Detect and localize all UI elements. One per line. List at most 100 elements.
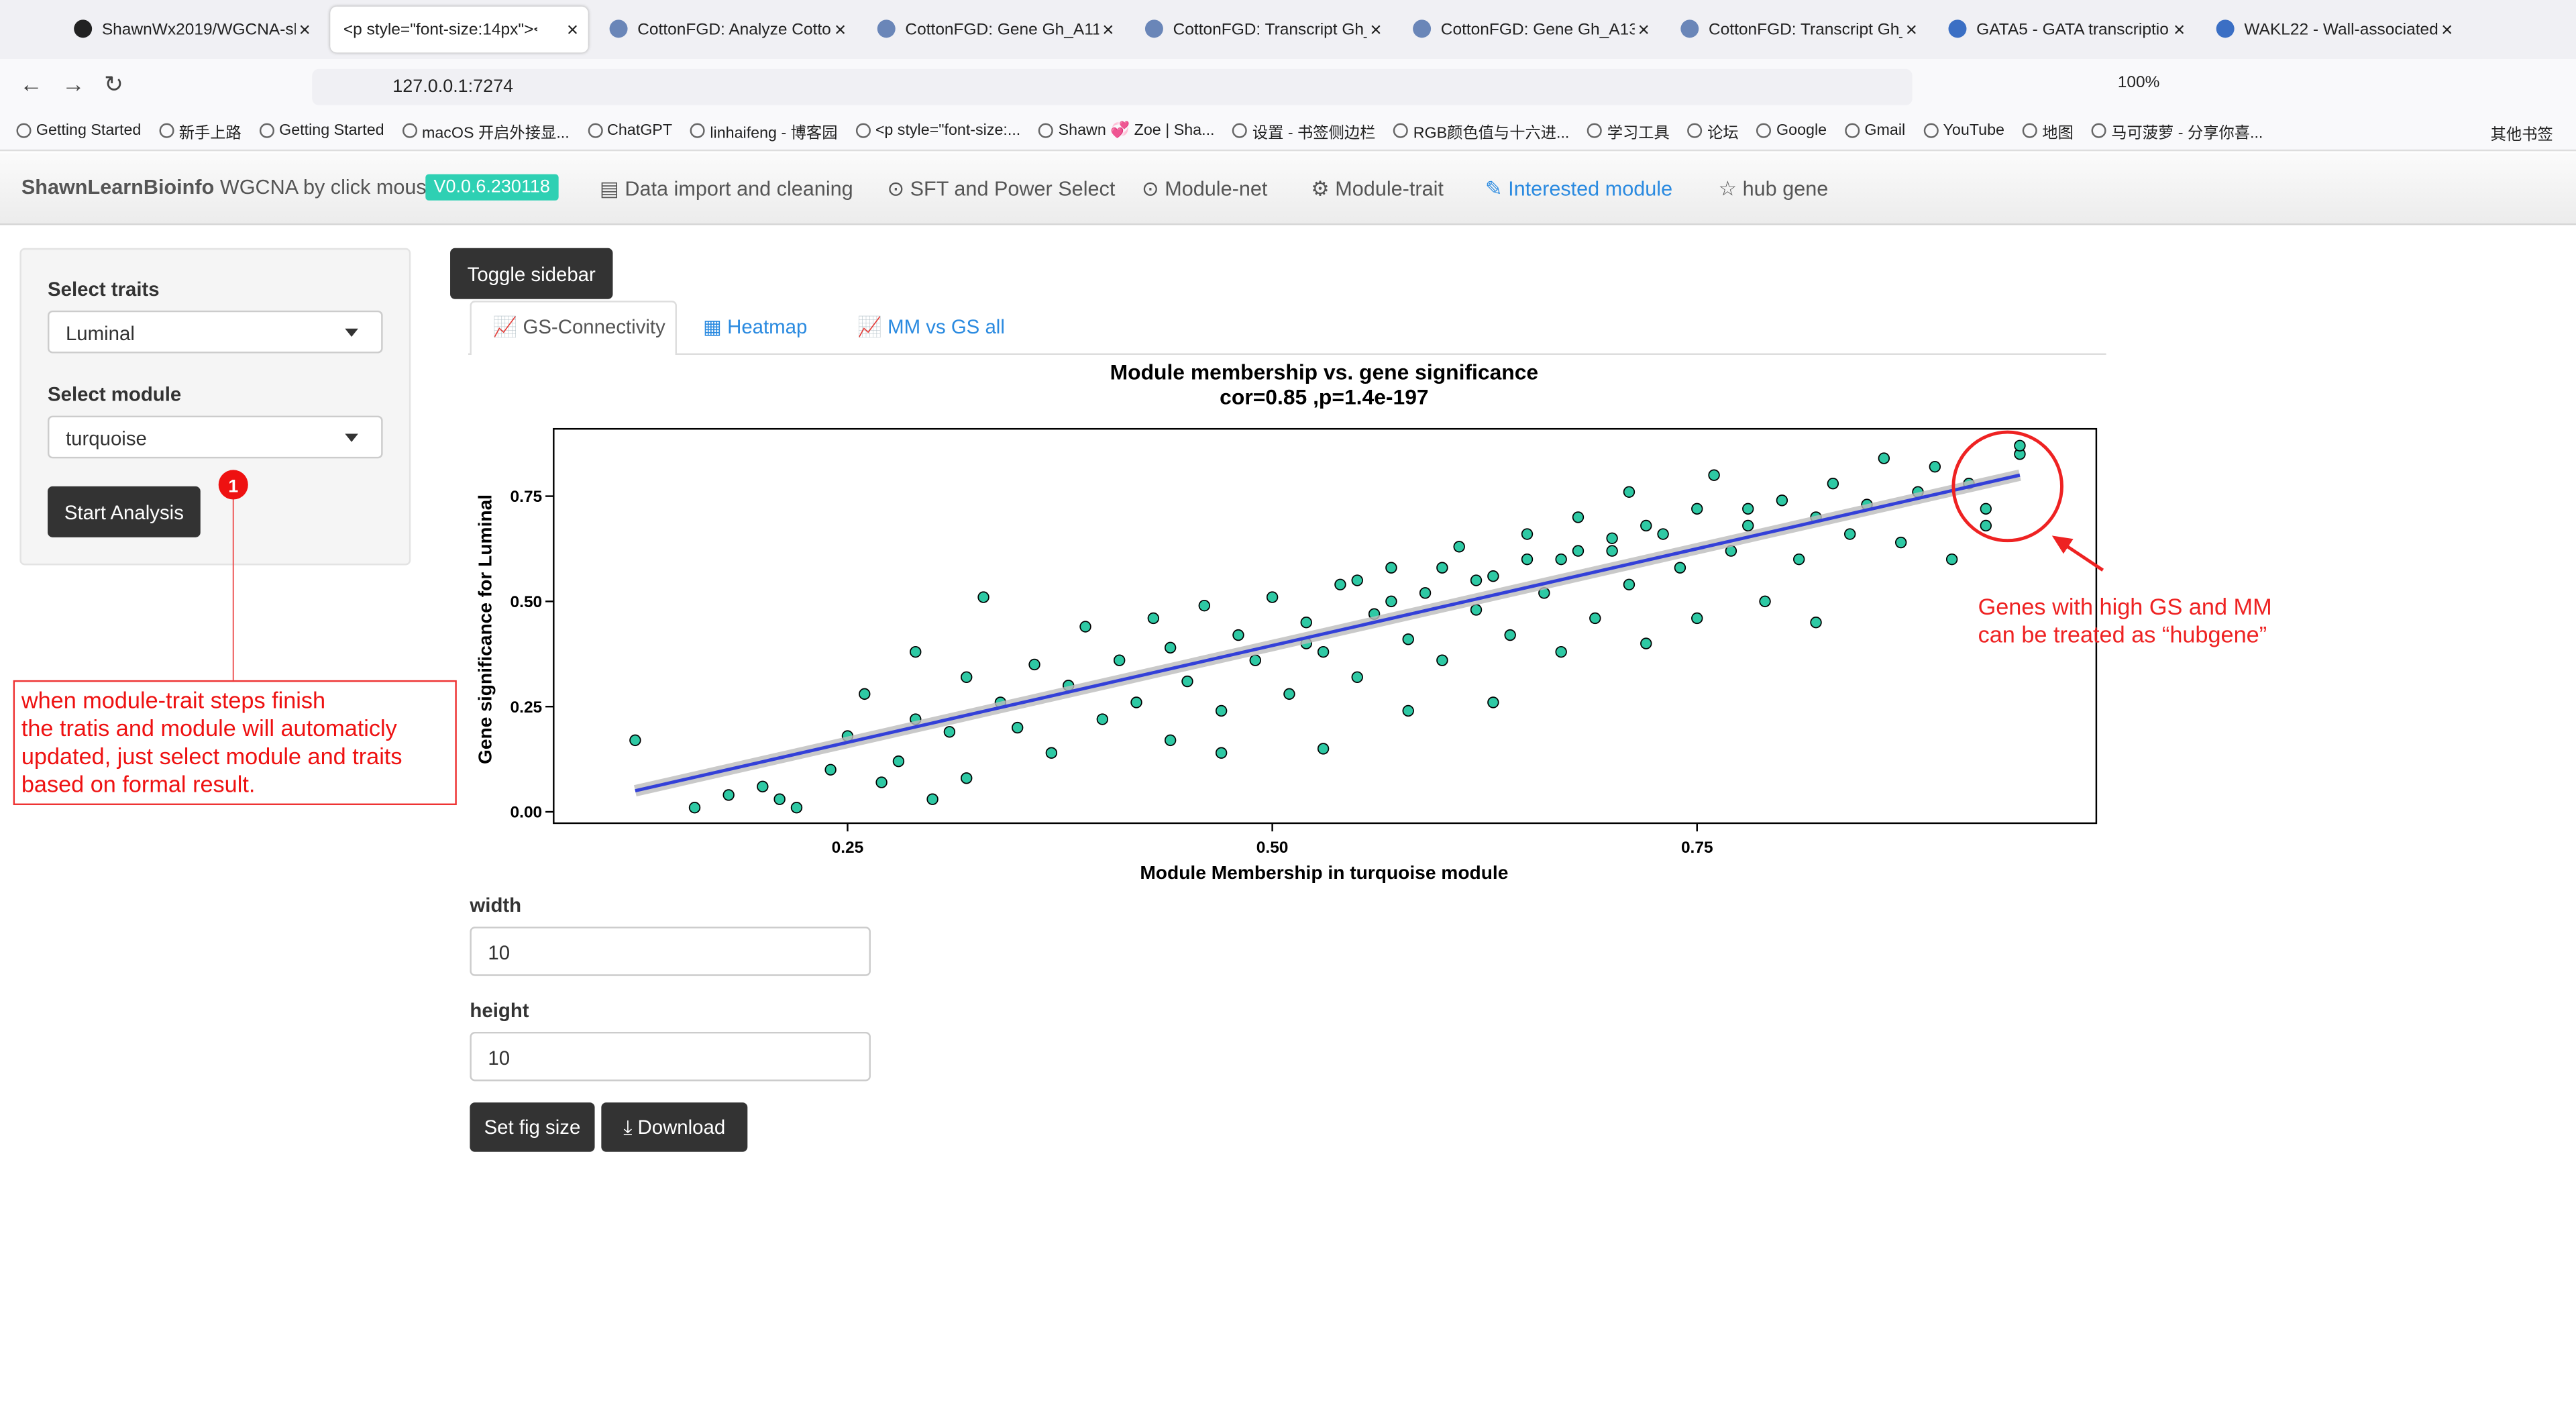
brand: ShawnLearnBioinfo WGCNA by click mouse — [21, 176, 438, 199]
bookmark[interactable]: 马可菠萝 - 分享你喜... — [2091, 119, 2263, 142]
label: Select traits — [48, 277, 160, 301]
point — [1674, 562, 1686, 574]
bookmark-icon — [16, 123, 32, 138]
hub-note: Genes with high GS and MM — [1978, 594, 2272, 620]
browser-tab[interactable]: <p style="font-size:14px"><b> × — [330, 6, 588, 53]
point — [1878, 452, 1890, 464]
other-bookmarks[interactable]: 其他书签 — [2490, 126, 2553, 145]
browser-tab[interactable]: CottonFGD: Transcript Gh_ × — [1134, 7, 1391, 53]
tab-close[interactable]: × — [1102, 17, 1114, 42]
bookmark[interactable]: Getting Started — [16, 121, 141, 140]
tab-close[interactable]: × — [1905, 17, 1917, 42]
bookmark[interactable]: 学习工具 — [1587, 119, 1670, 142]
bookmark[interactable]: 论坛 — [1687, 119, 1739, 142]
bookmark[interactable]: YouTube — [1923, 121, 2004, 140]
point — [1691, 612, 1703, 625]
bookmarks-bar: Getting Started 新手上路 Getting Started macOS … — [0, 111, 2576, 152]
nav-item[interactable]: ⊙ SFT and Power Select — [887, 176, 1115, 200]
nav-buttons[interactable]: ← → ↻ — [19, 70, 123, 97]
point — [910, 645, 922, 658]
toggle-sidebar[interactable]: Toggle sidebar — [450, 248, 613, 299]
tab-close[interactable]: × — [299, 17, 311, 42]
tab[interactable]: 📈 MM vs GS all — [857, 315, 1005, 339]
tab-icon — [1413, 19, 1432, 38]
width-input[interactable]: 10 — [470, 927, 871, 976]
bookmark[interactable]: Gmail — [1845, 121, 1905, 140]
download-button[interactable]: ⤓ Download — [601, 1102, 748, 1152]
tab-close[interactable]: × — [1370, 17, 1382, 42]
bookmark[interactable]: Shawn 💞 Zoe | Sha... — [1038, 121, 1214, 140]
tab-title: CottonFGD: Transcript Gh_ — [1708, 20, 1902, 39]
tab-close[interactable]: × — [835, 17, 847, 42]
tab-close[interactable]: × — [566, 17, 579, 42]
y-tick-label: 0.00 — [511, 804, 543, 822]
point — [1555, 645, 1567, 658]
point — [1283, 688, 1295, 700]
browser-tab[interactable]: CottonFGD: Transcript Gh_ × — [1669, 7, 1927, 53]
tab-close[interactable]: × — [2173, 17, 2186, 42]
tab-close[interactable]: × — [2441, 17, 2453, 42]
point — [790, 802, 803, 814]
bookmark-icon — [1687, 123, 1703, 138]
module-select[interactable]: turquoise — [48, 415, 383, 459]
point — [1759, 595, 1771, 608]
bookmark-label: 地图 — [2042, 123, 2074, 142]
bookmark[interactable]: Getting Started — [259, 121, 384, 140]
nav-item[interactable]: ☆ hub gene — [1719, 176, 1829, 200]
bookmark[interactable]: macOS 开启外接显... — [402, 119, 570, 142]
tab-icon — [2216, 19, 2235, 38]
point — [961, 671, 973, 683]
point — [757, 780, 769, 793]
height-input[interactable]: 10 — [470, 1031, 871, 1082]
fit-line — [635, 473, 2021, 793]
bookmark[interactable]: Google — [1756, 121, 1827, 140]
tab-close[interactable]: × — [1638, 17, 1650, 42]
tab[interactable]: ▦ Heatmap — [703, 315, 808, 339]
point — [1521, 528, 1534, 540]
nav-icon: ▤ — [599, 177, 625, 201]
bookmark[interactable]: 设置 - 书签侧边栏 — [1232, 119, 1375, 142]
bookmark[interactable]: ChatGPT — [587, 121, 672, 140]
url-box[interactable]: 127.0.0.1:7274 — [312, 68, 1913, 105]
browser-tab[interactable]: CottonFGD: Gene Gh_A13G × — [1401, 7, 1659, 53]
nav-item[interactable]: ⚙ Module-trait — [1311, 176, 1444, 200]
bookmark[interactable]: <p style="font-size:... — [855, 121, 1020, 140]
set-size-button[interactable]: Set fig size — [470, 1102, 595, 1152]
tab[interactable]: 📈 GS-Connectivity — [492, 315, 665, 339]
nav-item[interactable]: ▤ Data import and cleaning — [599, 176, 853, 201]
point — [1402, 633, 1414, 645]
nav-item[interactable]: ⊙ Module-net — [1142, 176, 1267, 200]
browser-tab[interactable]: WAKL22 - Wall-associated × — [2205, 7, 2463, 53]
point — [2014, 439, 2026, 452]
point — [1572, 545, 1585, 557]
x-tick-label: 0.75 — [1681, 839, 1713, 857]
browser-tab[interactable]: GATA5 - GATA transcriptio × — [1937, 7, 2194, 53]
tab-icon — [609, 19, 628, 38]
point — [1198, 599, 1210, 612]
chart-title: Module membership vs. gene significance — [1110, 360, 1539, 384]
bookmark-label: 学习工具 — [1607, 123, 1670, 142]
browser-tab[interactable]: CottonFGD: Gene Gh_A11G × — [866, 7, 1124, 53]
bookmark[interactable]: 新手上路 — [159, 119, 241, 142]
point — [961, 772, 973, 784]
bookmark[interactable]: 地图 — [2022, 119, 2074, 142]
arrow-head — [2051, 535, 2074, 554]
zoom[interactable]: 100% — [2117, 74, 2160, 93]
nav-item[interactable]: ✎ Interested module — [1485, 176, 1672, 200]
y-tick-label: 0.75 — [511, 488, 543, 506]
bookmark[interactable]: linhaifeng - 博客园 — [690, 119, 837, 142]
point — [1793, 553, 1805, 566]
start-button[interactable]: Start Analysis — [48, 486, 201, 537]
tab-title: CottonFGD: Transcript Gh_ — [1173, 20, 1367, 39]
tab-label: Heatmap — [727, 315, 808, 339]
tab-title: ShawnWx2019/WGCNA-sh — [101, 20, 296, 39]
traits-select[interactable]: Luminal — [48, 310, 383, 354]
bookmark[interactable]: RGB颜色值与十六进... — [1393, 119, 1569, 142]
browser-tab[interactable]: ShawnWx2019/WGCNA-sh × — [62, 7, 320, 53]
browser-tab[interactable]: CottonFGD: Analyze Cotto × — [598, 7, 855, 53]
point — [1623, 578, 1635, 590]
tab-icon — [877, 19, 896, 38]
tab-icon — [1144, 19, 1163, 38]
point — [1334, 578, 1346, 590]
